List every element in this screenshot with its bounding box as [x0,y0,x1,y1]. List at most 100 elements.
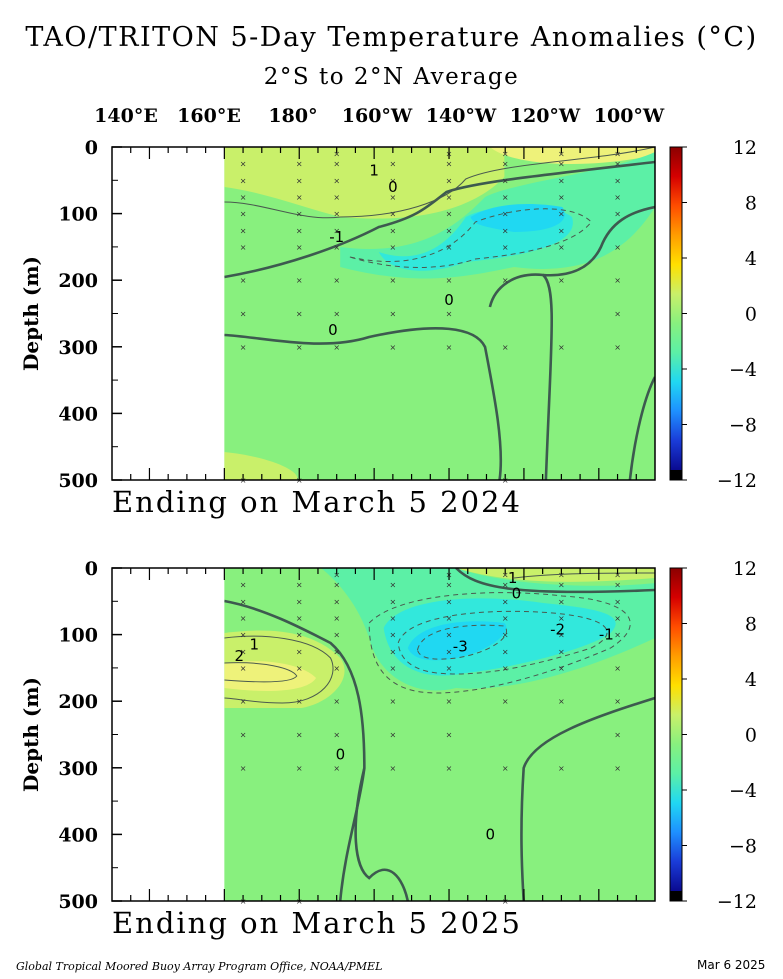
buoy-marker: × [390,276,397,285]
buoy-marker: × [240,581,247,590]
y-axis-label: Depth (m) [19,256,43,371]
buoy-marker: × [558,160,565,169]
heatmap-panel-0: × × × × × × × × × × × × × × × × × × × × × × × × × × × × × × × × × × × × × × × ×… [19,137,757,492]
buoy-marker: × [333,647,340,656]
y-tick-label: 0 [85,137,98,159]
contour-label: 1 [250,636,260,654]
buoy-marker: × [296,731,303,740]
contour-line [369,593,630,693]
anomaly-region-4 [470,204,565,232]
buoy-marker: × [390,310,397,319]
colorbar-tick-label: 8 [745,614,757,636]
contour-label: 0 [336,745,346,763]
buoy-marker: × [446,697,453,706]
buoy-marker: × [390,614,397,623]
colorbar-tick-label: 12 [733,558,757,580]
buoy-marker: × [390,210,397,219]
colorbar-tick-label: 0 [745,304,757,326]
contour-zero-line [224,328,500,480]
contour-line [514,573,655,578]
buoy-marker: × [502,614,509,623]
anomaly-contours [224,568,655,901]
contour-label: 0 [485,825,495,843]
buoy-marker: × [446,276,453,285]
buoy-marker: × [614,697,621,706]
colorbar [670,147,682,470]
buoy-marker: × [558,193,565,202]
buoy-marker: × [240,226,247,235]
y-tick-label: 300 [58,758,98,780]
colorbar [670,568,682,891]
buoy-marker: × [296,160,303,169]
contour-zero-line [543,207,655,275]
anomaly-region-5 [224,452,298,480]
buoy-marker: × [446,160,453,169]
colorbar-tick-label: 4 [745,248,757,270]
buoy-marker: × [390,243,397,252]
buoy-marker: × [446,243,453,252]
buoy-marker: × [296,210,303,219]
buoy-marker: × [240,664,247,673]
colorbar-tick-label: −4 [729,359,757,381]
contour-label: -3 [453,638,468,656]
buoy-marker: × [296,243,303,252]
buoy-marker: × [558,226,565,235]
buoy-marker: × [333,614,340,623]
colorbar-tick-label: 12 [733,137,757,159]
ending-label-2024: Ending on March 5 2024 [112,485,522,519]
buoy-marker: × [502,647,509,656]
buoy-marker: × [446,731,453,740]
buoy-marker: × [296,697,303,706]
buoy-marker: × [446,193,453,202]
buoy-marker: × [502,343,509,352]
y-tick-label: 500 [58,470,98,492]
buoy-marker: × [240,176,247,185]
buoy-marker: × [240,210,247,219]
buoy-marker: × [333,226,340,235]
buoy-marker: × [240,697,247,706]
buoy-marker: × [502,226,509,235]
y-tick-label: 100 [58,204,98,226]
buoy-marker: × [333,160,340,169]
buoy-marker: × [240,310,247,319]
buoy-marker: × [614,731,621,740]
buoy-marker: × [333,697,340,706]
anomaly-region-1 [224,661,317,691]
buoy-marker: × [446,597,453,606]
contour-zero-line [521,698,655,901]
buoy-marker: × [333,631,340,640]
buoy-marker: × [333,764,340,773]
buoy-marker: × [502,276,509,285]
colorbar-tick-label: 4 [745,669,757,691]
buoy-marker: × [296,176,303,185]
buoy-marker: × [558,210,565,219]
buoy-marker: × [446,310,453,319]
anomaly-contours [224,147,655,480]
buoy-marker: × [333,176,340,185]
colorbar-tick-label: 8 [745,193,757,215]
chart-subtitle: 2°S to 2°N Average [263,64,520,90]
buoy-marker: × [333,150,340,159]
y-tick-label: 0 [85,558,98,580]
buoy-marker: × [240,160,247,169]
lon-label-140w: 140°W [425,105,497,127]
chart-title: TAO/TRITON 5-Day Temperature Anomalies (… [25,22,758,53]
colorbar-tick-label: −4 [729,780,757,802]
colorbar-min-cap [670,470,682,480]
buoy-marker: × [333,210,340,219]
buoy-marker: × [240,243,247,252]
buoy-marker: × [502,664,509,673]
contour-zero-line [224,601,364,901]
buoy-marker: × [390,697,397,706]
buoy-marker: × [333,571,340,580]
buoy-marker: × [240,731,247,740]
buoy-marker: × [296,631,303,640]
buoy-marker: × [502,631,509,640]
contour-zero-line [630,377,655,480]
lon-label-160w: 160°W [341,105,413,127]
buoy-marker: × [296,310,303,319]
buoy-marker: × [614,160,621,169]
y-tick-label: 200 [58,691,98,713]
buoy-marker: × [390,647,397,656]
colorbar-tick-label: −12 [717,470,757,492]
